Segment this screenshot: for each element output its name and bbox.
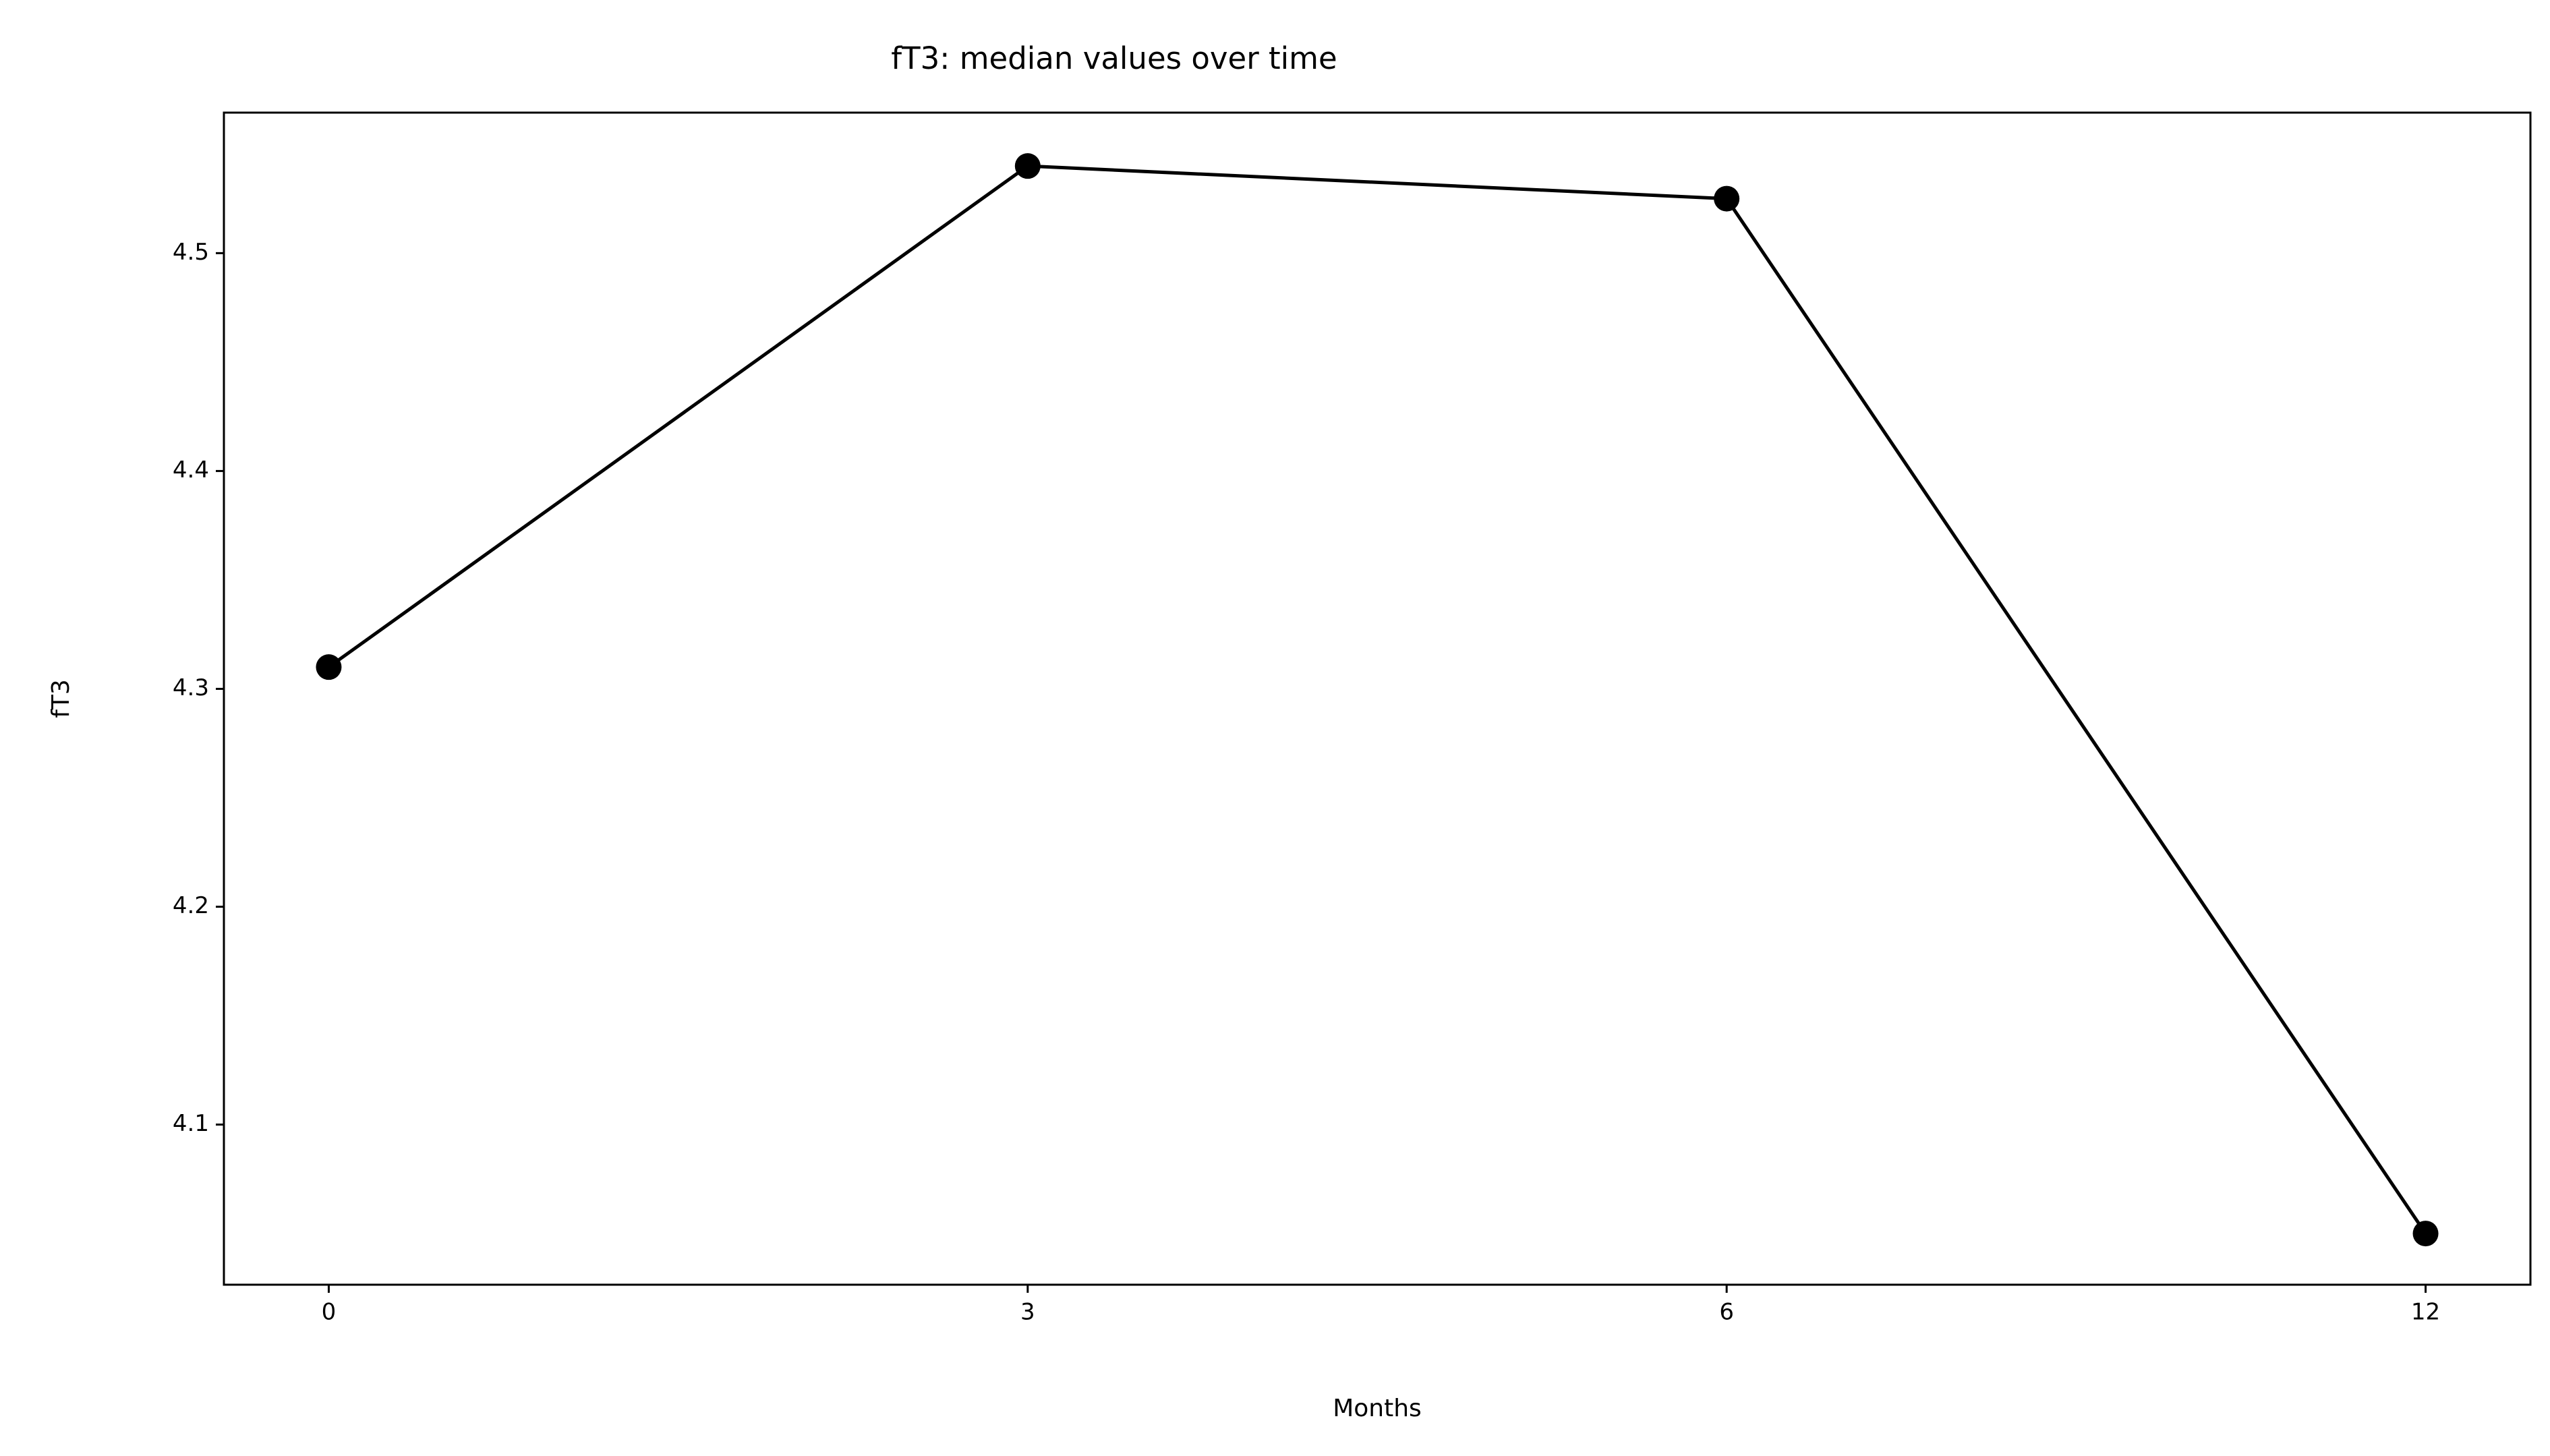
x-tick-label: 0 bbox=[322, 1299, 337, 1326]
data-point bbox=[1014, 153, 1041, 179]
x-axis-label: Months bbox=[1333, 1395, 1422, 1422]
y-tick-label: 4.3 bbox=[173, 674, 209, 701]
y-tick-label: 4.4 bbox=[173, 457, 209, 484]
y-tick-label: 4.5 bbox=[173, 239, 209, 266]
y-tick-label: 4.2 bbox=[173, 892, 209, 919]
x-tick-label: 12 bbox=[2411, 1299, 2440, 1326]
data-point bbox=[2412, 1221, 2439, 1247]
plot-frame bbox=[223, 111, 2532, 1286]
data-point bbox=[1714, 185, 1740, 212]
series-line bbox=[327, 164, 2427, 1235]
y-tick-label: 4.1 bbox=[173, 1110, 209, 1137]
data-point bbox=[316, 654, 342, 680]
x-tick-label: 6 bbox=[1719, 1299, 1734, 1326]
x-tick-label: 3 bbox=[1020, 1299, 1035, 1326]
chart-title: fT3: median values over time bbox=[891, 40, 1337, 76]
y-axis-label: fT3 bbox=[47, 679, 75, 718]
